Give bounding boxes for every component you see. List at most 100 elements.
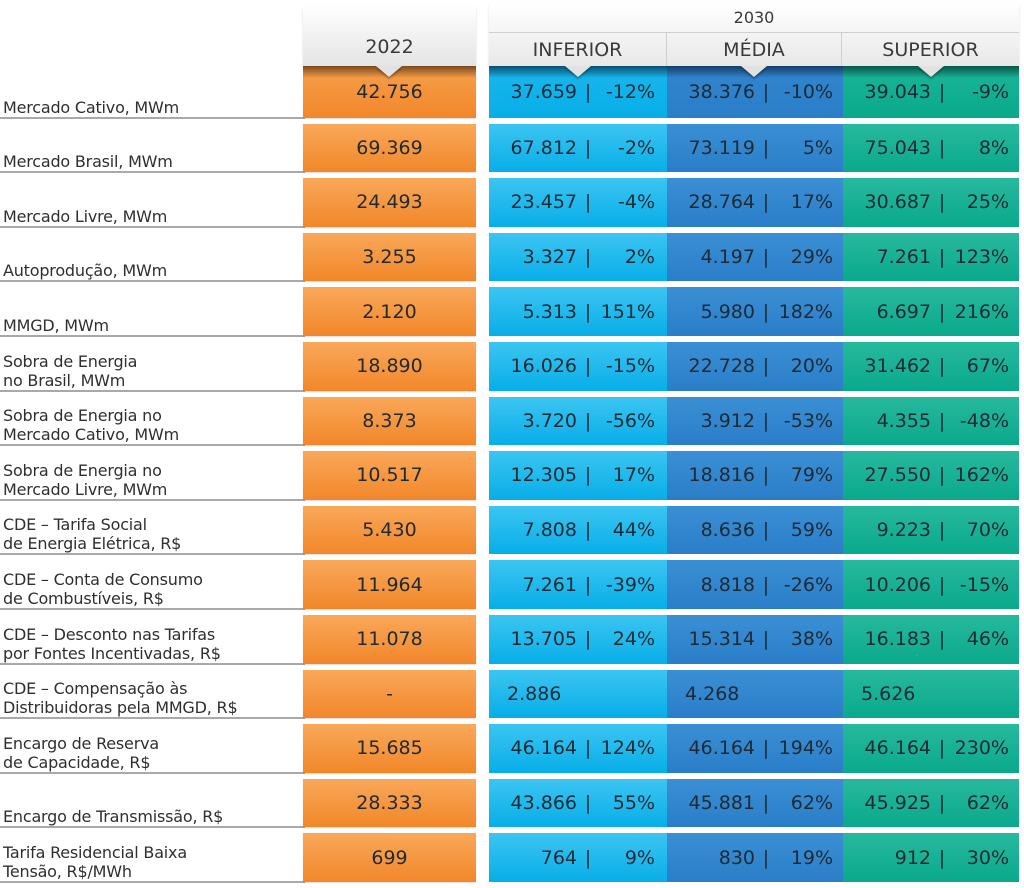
cell-2022: 5.430 bbox=[303, 505, 476, 555]
cell-media: 18.816 | 79% bbox=[667, 451, 843, 500]
cell-value: 8.636 bbox=[700, 519, 755, 542]
cell-value: 16.026 bbox=[510, 355, 577, 378]
cell-percent: 151% bbox=[600, 300, 655, 323]
cell-value: 45.925 bbox=[864, 792, 931, 815]
header-superior: SUPERIOR bbox=[842, 32, 1019, 66]
table-row: Sobra de Energia no Brasil, MWm 18.890 16… bbox=[0, 339, 1024, 394]
cell-2022: 2.120 bbox=[303, 287, 476, 336]
cell-percent: -9% bbox=[972, 80, 1009, 103]
row-divider bbox=[0, 225, 305, 228]
cell-separator: | bbox=[584, 80, 592, 103]
cell-separator: | bbox=[584, 792, 592, 815]
cell-media: 28.764 | 17% bbox=[667, 178, 843, 227]
cell-inferior: 3.720 | -56% bbox=[489, 396, 667, 446]
cell-value: 23.457 bbox=[510, 191, 577, 214]
cell-value: 5.313 bbox=[522, 300, 577, 323]
cell-percent: 2% bbox=[624, 246, 655, 269]
header-inferior: INFERIOR bbox=[489, 32, 666, 66]
cell-2022: 11.078 bbox=[303, 614, 476, 664]
cell-2022: 69.369 bbox=[303, 123, 476, 173]
cell-separator: | bbox=[762, 573, 770, 596]
cell-separator: | bbox=[938, 409, 946, 432]
cell-percent: 20% bbox=[790, 355, 833, 378]
cell-value: 4.268 bbox=[685, 682, 740, 705]
cell-separator: | bbox=[584, 191, 592, 214]
cell-separator: | bbox=[762, 846, 770, 869]
cell-separator: | bbox=[762, 737, 770, 760]
cell-value: 43.866 bbox=[510, 792, 577, 815]
cell-percent: -48% bbox=[959, 409, 1009, 432]
cell-separator: | bbox=[762, 464, 770, 487]
cell-superior: 30.687 | 25% bbox=[843, 178, 1019, 227]
row-label: Encargo de Reserva de Capacidade, R$ bbox=[3, 733, 159, 772]
cell-media: 45.881 | 62% bbox=[667, 778, 843, 828]
cell-percent: 62% bbox=[966, 792, 1009, 815]
cell-value: 8.818 bbox=[700, 573, 755, 596]
cell-value: 5.626 bbox=[861, 682, 916, 705]
cell-value: 2.886 bbox=[507, 682, 562, 705]
cell-separator: | bbox=[584, 519, 592, 542]
cell-inferior: 67.812 | -2% bbox=[489, 123, 667, 173]
cell-percent: 9% bbox=[624, 846, 655, 869]
cell-percent: 55% bbox=[612, 792, 655, 815]
row-label: Mercado Brasil, MWm bbox=[3, 152, 173, 172]
row-label: Mercado Livre, MWm bbox=[3, 206, 168, 226]
cell-percent: 19% bbox=[790, 846, 833, 869]
row-label: Mercado Cativo, MWm bbox=[3, 97, 180, 117]
row-divider bbox=[0, 444, 305, 447]
row-divider bbox=[0, 662, 305, 665]
cell-media: 15.314 | 38% bbox=[667, 614, 843, 664]
cell-percent: 5% bbox=[802, 136, 833, 159]
cell-inferior: 5.313 | 151% bbox=[489, 287, 667, 336]
table-row: CDE – Conta de Consumo de Combustíveis, R… bbox=[0, 557, 1024, 612]
cell-separator: | bbox=[938, 80, 946, 103]
table-row: Tarifa Residencial Baixa Tensão, R$/MWh 6… bbox=[0, 830, 1024, 885]
cell-separator: | bbox=[938, 355, 946, 378]
row-label: CDE – Compensação às Distribuidoras pela … bbox=[3, 679, 238, 718]
cell-value: 30.687 bbox=[864, 191, 931, 214]
cell-value: 73.119 bbox=[688, 136, 755, 159]
cell-value: 7.261 bbox=[522, 573, 577, 596]
cell-value: 6.697 bbox=[876, 300, 931, 323]
cell-percent: 123% bbox=[954, 246, 1009, 269]
row-label: Sobra de Energia no Mercado Cativo, MWm bbox=[3, 406, 180, 445]
cell-separator: | bbox=[938, 464, 946, 487]
cell-percent: 124% bbox=[600, 737, 655, 760]
table-header: 2022 2030 INFERIOR MÉDIA SUPERIOR bbox=[0, 0, 1024, 80]
cell-media: 4.197 | 29% bbox=[667, 232, 843, 282]
row-label: Sobra de Energia no Brasil, MWm bbox=[3, 351, 138, 390]
cell-superior: 4.355 | -48% bbox=[843, 396, 1019, 446]
cell-separator: | bbox=[584, 628, 592, 651]
cell-value: 22.728 bbox=[688, 355, 755, 378]
cell-superior: 6.697 | 216% bbox=[843, 287, 1019, 336]
cell-percent: 46% bbox=[966, 628, 1009, 651]
header-media: MÉDIA bbox=[666, 32, 842, 66]
row-divider bbox=[0, 280, 305, 283]
row-divider bbox=[0, 771, 305, 774]
cell-separator: | bbox=[584, 246, 592, 269]
cell-2022: 28.333 bbox=[303, 778, 476, 828]
cell-separator: | bbox=[584, 846, 592, 869]
cell-inferior: 3.327 | 2% bbox=[489, 232, 667, 282]
cell-2022: 8.373 bbox=[303, 396, 476, 446]
cell-separator: | bbox=[762, 80, 770, 103]
cell-separator: | bbox=[938, 737, 946, 760]
cell-superior: 7.261 | 123% bbox=[843, 232, 1019, 282]
cell-percent: -15% bbox=[959, 573, 1009, 596]
cell-media: 8.636 | 59% bbox=[667, 505, 843, 555]
cell-percent: -39% bbox=[605, 573, 655, 596]
cell-percent: 44% bbox=[612, 519, 655, 542]
cell-separator: | bbox=[938, 136, 946, 159]
cell-2022: 42.756 bbox=[303, 66, 476, 118]
cell-value: 4.197 bbox=[700, 246, 755, 269]
header-pointer-icon bbox=[741, 66, 767, 77]
cell-value: 45.881 bbox=[688, 792, 755, 815]
table-row: Mercado Brasil, MWm 69.369 67.812 | -2% 73… bbox=[0, 121, 1024, 176]
cell-value: 3.720 bbox=[522, 409, 577, 432]
cell-superior: 75.043 | 8% bbox=[843, 123, 1019, 173]
cell-inferior: 43.866 | 55% bbox=[489, 778, 667, 828]
cell-percent: 24% bbox=[612, 628, 655, 651]
header-2030: 2030 INFERIOR MÉDIA SUPERIOR bbox=[489, 4, 1019, 66]
cell-percent: 162% bbox=[954, 464, 1009, 487]
cell-value: 16.183 bbox=[864, 628, 931, 651]
